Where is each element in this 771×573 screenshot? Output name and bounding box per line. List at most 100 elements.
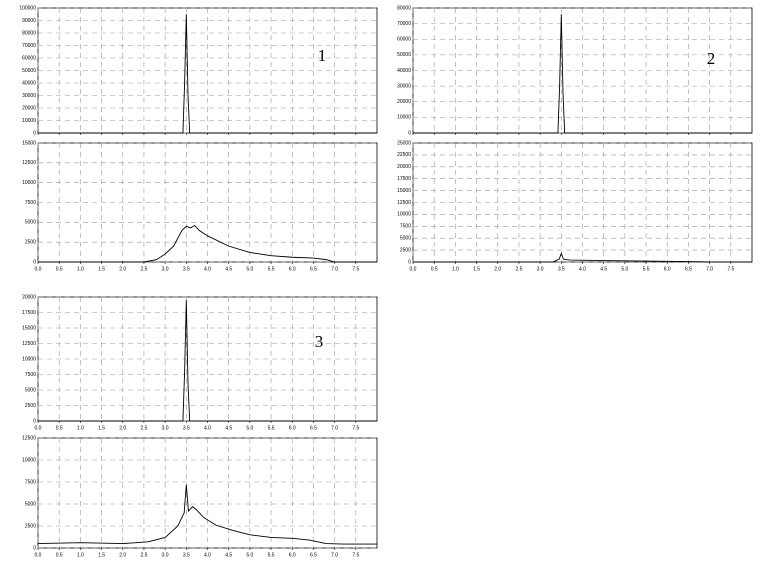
y-tick-label: 12500 — [397, 200, 411, 206]
panel-number: 3 — [315, 332, 324, 351]
y-tick-label: 15000 — [22, 140, 36, 146]
x-tick-label: 7.0 — [331, 552, 338, 558]
x-tick-label: 7.5 — [352, 425, 359, 431]
y-tick-label: 12500 — [22, 160, 36, 166]
y-tick-label: 12500 — [22, 341, 36, 347]
x-tick-label: 1.0 — [77, 266, 84, 272]
x-tick-label: 7.0 — [331, 425, 338, 431]
y-tick-label: 100000 — [19, 5, 36, 11]
x-tick-label: 7.0 — [331, 266, 338, 272]
x-tick-label: 2.0 — [119, 266, 126, 272]
x-tick-label: 1.5 — [98, 266, 105, 272]
panel-number: 2 — [707, 49, 716, 68]
x-tick-label: 0.5 — [56, 425, 63, 431]
y-tick-label: 50000 — [397, 52, 411, 58]
y-tick-label: 25000 — [397, 140, 411, 146]
chromatogram-line — [38, 300, 377, 422]
y-tick-label: 2500 — [25, 403, 36, 409]
x-tick-label: 0.5 — [431, 266, 438, 272]
x-tick-label: 5.5 — [268, 266, 275, 272]
x-tick-label: 3.0 — [537, 266, 544, 272]
x-tick-label: 2.5 — [515, 266, 522, 272]
x-tick-label: 5.0 — [246, 266, 253, 272]
y-tick-label: 5000 — [400, 236, 411, 242]
x-tick-label: 1.0 — [452, 266, 459, 272]
y-tick-label: 5000 — [25, 501, 36, 507]
x-tick-label: 6.0 — [289, 425, 296, 431]
x-tick-label: 0.0 — [35, 552, 42, 558]
x-tick-label: 2.0 — [119, 425, 126, 431]
y-tick-label: 22500 — [397, 152, 411, 158]
x-tick-label: 5.0 — [621, 266, 628, 272]
y-tick-label: 0 — [408, 259, 411, 265]
x-tick-label: 1.5 — [473, 266, 480, 272]
chromatogram-line — [37, 484, 377, 545]
y-tick-label: 2500 — [400, 247, 411, 253]
x-tick-label: 3.0 — [162, 266, 169, 272]
y-tick-label: 7500 — [25, 479, 36, 485]
y-tick-label: 50000 — [22, 68, 36, 74]
y-tick-label: 17500 — [397, 176, 411, 182]
x-tick-label: 7.5 — [727, 266, 734, 272]
y-tick-label: 0 — [33, 259, 36, 265]
y-tick-label: 17500 — [22, 310, 36, 316]
y-tick-label: 90000 — [22, 18, 36, 24]
y-tick-label: 0 — [408, 130, 411, 136]
chromatogram-line — [38, 224, 377, 263]
x-tick-label: 6.5 — [310, 552, 317, 558]
panel-number: 1 — [318, 46, 327, 65]
x-tick-label: 2.5 — [140, 266, 147, 272]
x-tick-label: 2.5 — [140, 425, 147, 431]
chromatogram-line — [413, 14, 752, 134]
y-tick-label: 20000 — [22, 294, 36, 300]
y-tick-label: 10000 — [397, 212, 411, 218]
y-tick-label: 80000 — [397, 5, 411, 11]
x-tick-label: 0.0 — [35, 425, 42, 431]
x-tick-label: 4.0 — [204, 552, 211, 558]
x-tick-label: 0.0 — [410, 266, 417, 272]
x-tick-label: 6.5 — [310, 425, 317, 431]
x-tick-label: 7.5 — [352, 552, 359, 558]
y-tick-label: 10000 — [397, 115, 411, 121]
x-tick-label: 5.0 — [246, 552, 253, 558]
y-tick-label: 20000 — [22, 105, 36, 111]
x-tick-label: 3.5 — [183, 266, 190, 272]
y-tick-label: 20000 — [397, 99, 411, 105]
x-tick-label: 6.0 — [289, 552, 296, 558]
y-tick-label: 60000 — [397, 37, 411, 43]
y-tick-label: 80000 — [22, 30, 36, 36]
y-tick-label: 7500 — [25, 372, 36, 378]
y-tick-label: 2500 — [25, 523, 36, 529]
x-tick-label: 4.5 — [225, 266, 232, 272]
y-tick-label: 10000 — [22, 457, 36, 463]
y-tick-label: 40000 — [22, 80, 36, 86]
y-tick-label: 5000 — [25, 220, 36, 226]
y-tick-label: 2500 — [25, 239, 36, 245]
x-tick-label: 6.0 — [289, 266, 296, 272]
y-tick-label: 30000 — [397, 83, 411, 89]
x-tick-label: 3.0 — [162, 552, 169, 558]
y-tick-label: 7500 — [25, 200, 36, 206]
x-tick-label: 6.0 — [664, 266, 671, 272]
y-tick-label: 70000 — [397, 21, 411, 27]
x-tick-label: 5.5 — [643, 266, 650, 272]
y-tick-label: 10000 — [22, 118, 36, 124]
x-tick-label: 2.5 — [140, 552, 147, 558]
x-tick-label: 2.0 — [494, 266, 501, 272]
x-tick-label: 4.5 — [600, 266, 607, 272]
x-tick-label: 4.0 — [204, 425, 211, 431]
y-tick-label: 15000 — [22, 325, 36, 331]
x-tick-label: 4.0 — [204, 266, 211, 272]
x-tick-label: 7.5 — [352, 266, 359, 272]
y-tick-label: 0 — [33, 130, 36, 136]
x-tick-label: 7.0 — [706, 266, 713, 272]
x-tick-label: 5.5 — [268, 425, 275, 431]
y-tick-label: 70000 — [22, 43, 36, 49]
x-tick-label: 5.5 — [268, 552, 275, 558]
y-tick-label: 12500 — [22, 435, 36, 441]
x-tick-label: 3.5 — [183, 425, 190, 431]
x-tick-label: 0.5 — [56, 266, 63, 272]
x-tick-label: 5.0 — [246, 425, 253, 431]
y-tick-label: 30000 — [22, 93, 36, 99]
